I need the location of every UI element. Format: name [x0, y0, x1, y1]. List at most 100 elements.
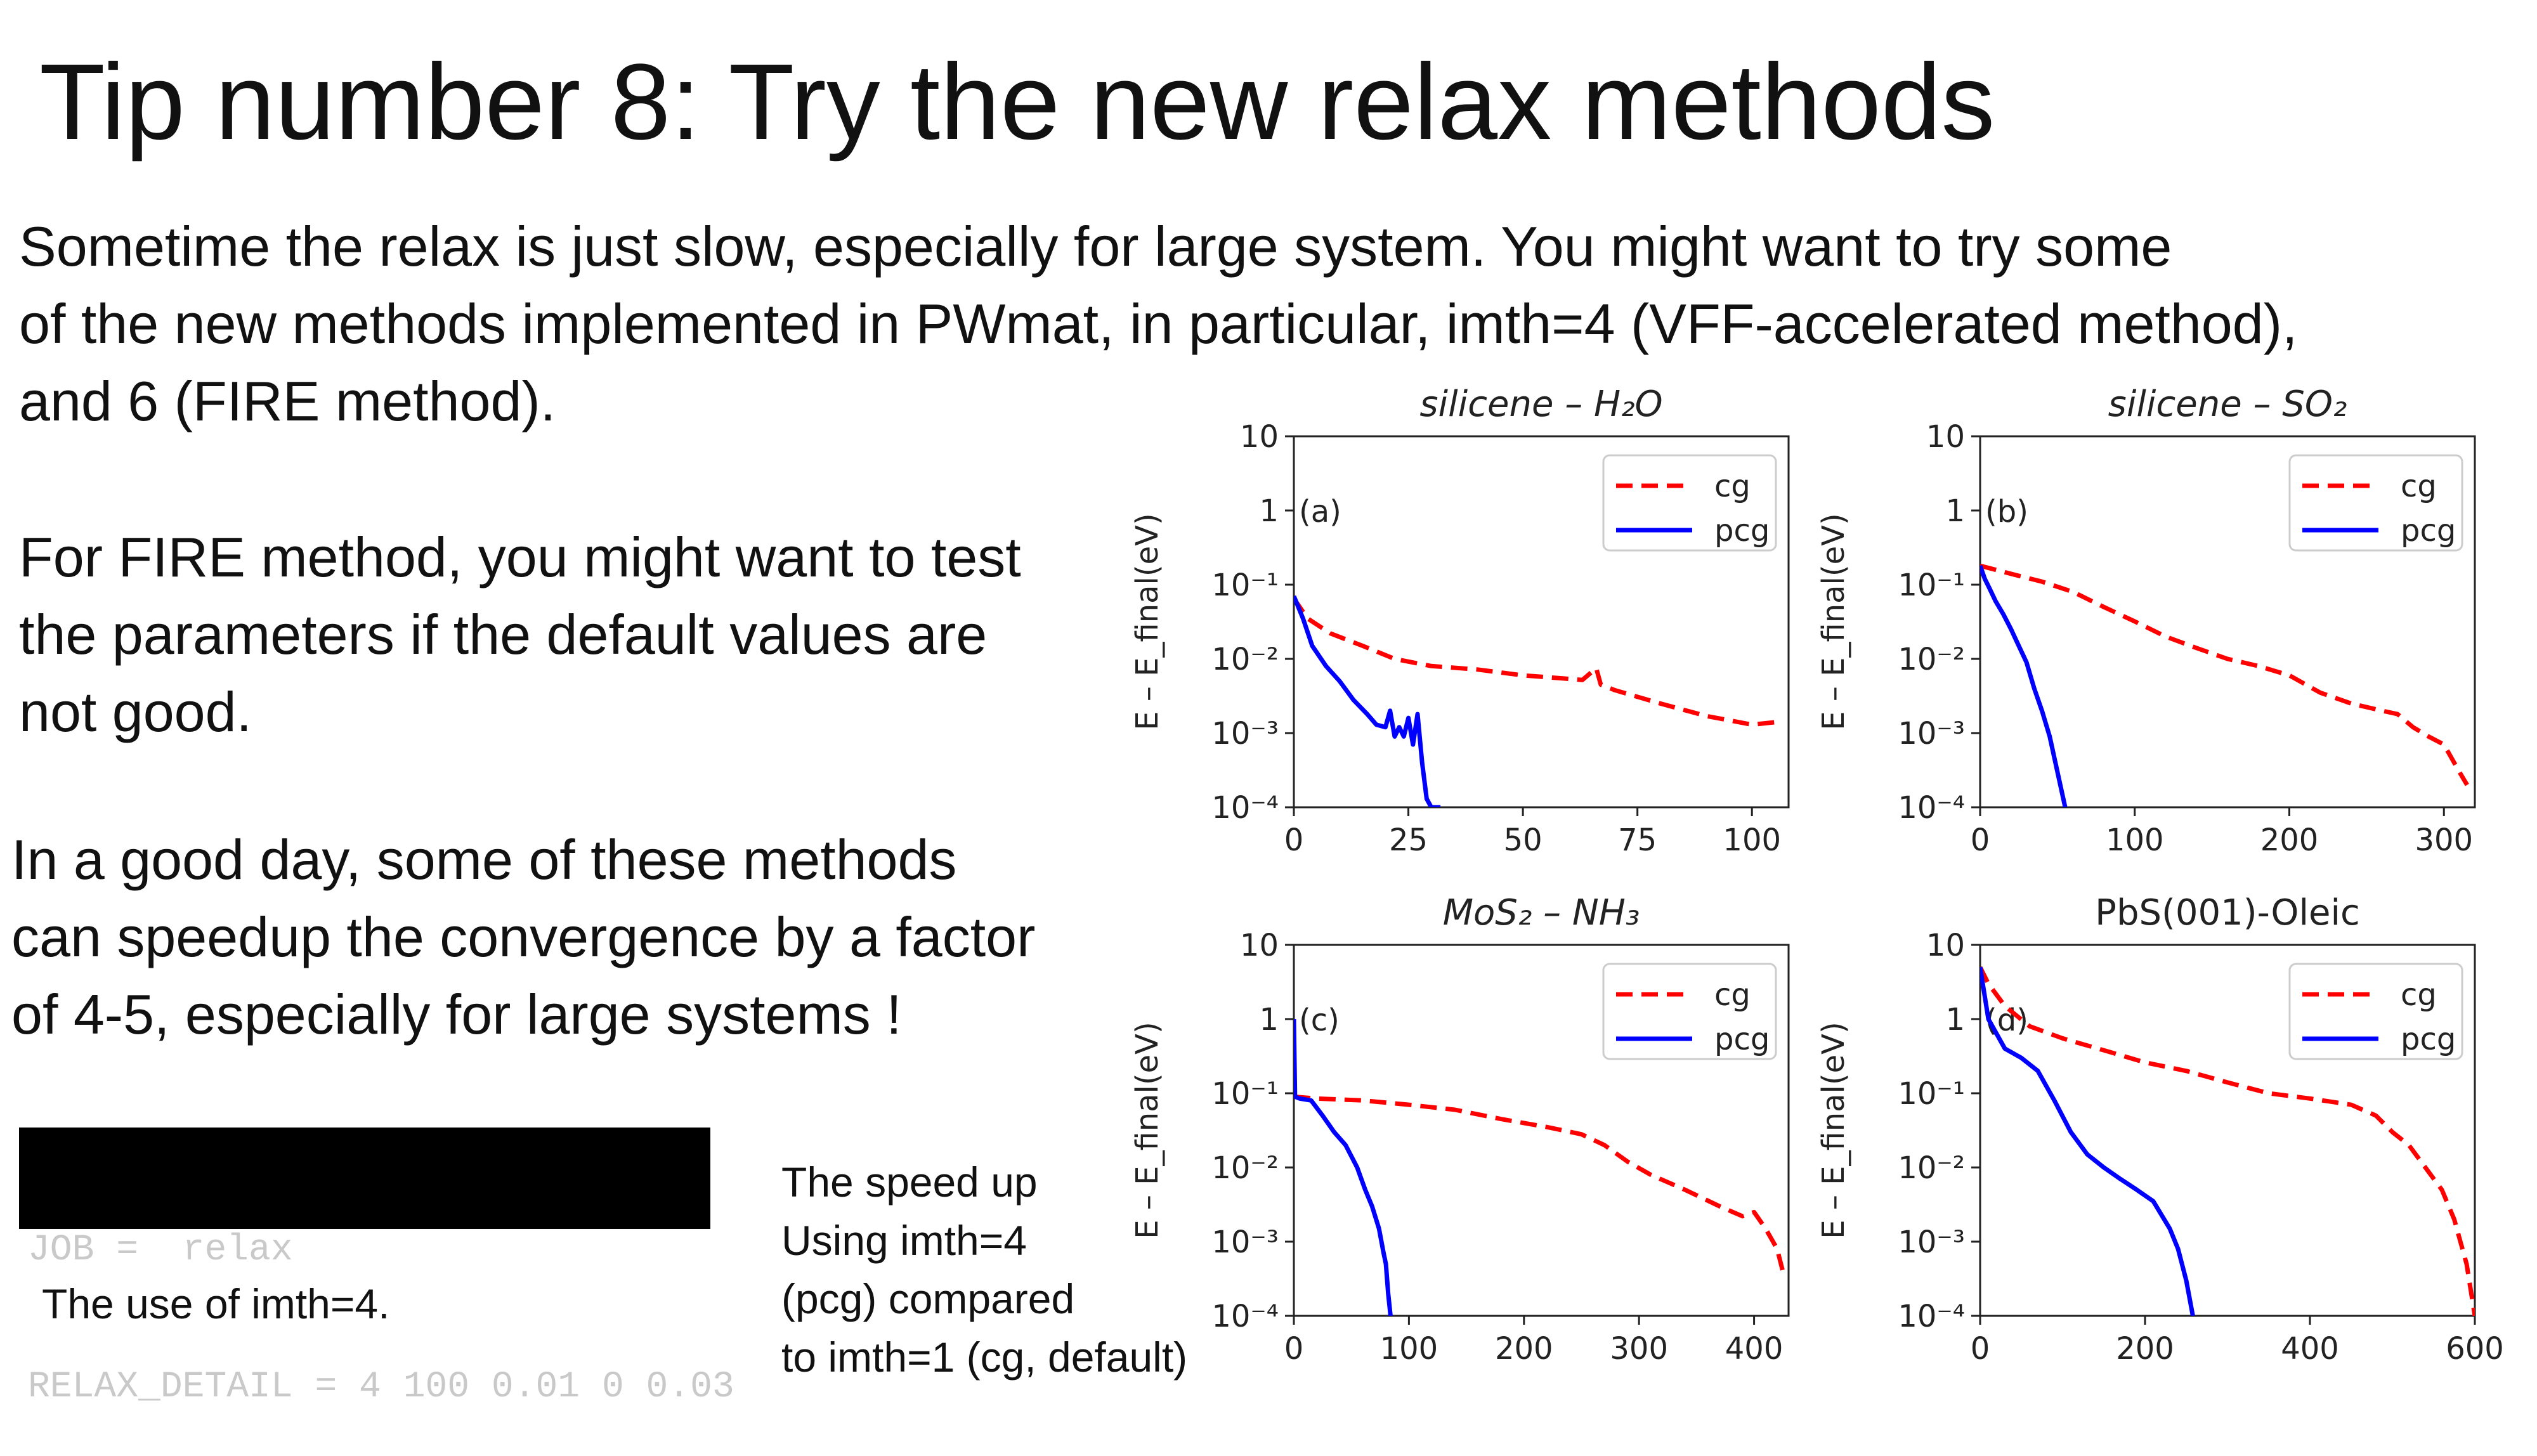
y-tick-label: 10⁻² [1211, 642, 1279, 677]
good-day-line: of 4-5, especially for large systems ! [11, 983, 902, 1046]
y-tick-label: 10⁻⁴ [1898, 790, 1965, 826]
series-line-cg [1980, 966, 2475, 1316]
legend-label: cg [1714, 469, 1751, 504]
fire-note-line: not good. [19, 680, 252, 743]
panel-label: (a) [1299, 494, 1341, 530]
legend-box [1602, 454, 1777, 552]
y-tick-label: 10⁻⁴ [1898, 1299, 1965, 1334]
x-tick-label: 100 [1380, 1331, 1438, 1367]
x-tick-label: 400 [2281, 1331, 2339, 1367]
series-line-cg [1294, 597, 1775, 727]
y-tick-label: 1 [1945, 493, 1965, 529]
x-tick-label: 25 [1389, 822, 1428, 858]
y-tick-label: 10⁻¹ [1898, 568, 1965, 603]
x-tick-label: 50 [1504, 822, 1542, 858]
intro-paragraph: Sometime the relax is just slow, especia… [19, 208, 2297, 440]
chart-title: silicene – SO₂ [2108, 384, 2347, 425]
y-tick-label: 10⁻⁴ [1211, 1299, 1279, 1334]
y-tick-label: 10⁻³ [1211, 716, 1279, 751]
chart-title: silicene – H₂O [1419, 384, 1662, 425]
legend-box [1602, 963, 1777, 1060]
y-tick-label: 10⁻¹ [1211, 568, 1279, 603]
series-line-pcg [1980, 966, 2195, 1316]
x-tick-label: 200 [2260, 822, 2319, 858]
series-line-pcg [1294, 595, 1441, 807]
y-tick-label: 10⁻³ [1898, 716, 1965, 751]
speedup-caption: The speed up Using imth=4 (pcg) compared… [781, 1153, 1187, 1386]
imth-caption: The use of imth=4. [42, 1280, 390, 1327]
y-tick-label: 10⁻² [1211, 1150, 1279, 1186]
x-tick-label: 100 [2106, 822, 2164, 858]
chart-panel: silicene – SO₂ 10 1 10⁻¹ 10⁻² 10⁻³ 10⁻⁴0 100 200… [1816, 384, 2476, 858]
plot-frame [1293, 435, 1790, 809]
y-tick-label: 10 [1240, 419, 1279, 455]
y-tick-label: 10⁻² [1898, 1150, 1965, 1186]
plot-frame [1979, 944, 2476, 1317]
panel-label: (c) [1299, 1003, 1340, 1038]
series-line-pcg [1980, 564, 2068, 807]
x-tick-label: 200 [2116, 1331, 2174, 1367]
chart-panel: PbS(001)-Oleic 10 1 10⁻¹ 10⁻² 10⁻³ 10⁻⁴0 200 400… [1816, 892, 2504, 1367]
x-tick-label: 300 [1610, 1331, 1668, 1367]
legend-label: cg [2401, 977, 2437, 1013]
legend-label: pcg [2401, 513, 2456, 549]
plot-frame [1293, 944, 1790, 1317]
chart-title: PbS(001)-Oleic [2095, 892, 2360, 933]
x-tick-label: 300 [2415, 822, 2473, 858]
x-tick-label: 0 [1971, 1331, 1990, 1367]
y-tick-label: 10⁻² [1898, 642, 1965, 677]
fire-note-paragraph: For FIRE method, you might want to test … [19, 519, 1021, 751]
plot-frame [1979, 435, 2476, 809]
y-tick-label: 10⁻¹ [1898, 1076, 1965, 1112]
y-axis-label: E – E_final(eV) [1816, 1022, 1851, 1238]
legend-label: pcg [2401, 1022, 2456, 1057]
y-tick-label: 1 [1259, 493, 1279, 529]
speedup-caption-line: Using imth=4 [781, 1217, 1027, 1264]
panel-label: (d) [1985, 1003, 2028, 1038]
terminal-snippet: JOB = relax RELAX_DETAIL = 4 100 0.01 0 … [19, 1128, 734, 1408]
x-tick-label: 0 [1284, 1331, 1304, 1367]
y-axis-label: E – E_final(eV) [1130, 513, 1165, 730]
legend-box [2288, 963, 2463, 1060]
intro-line: and 6 (FIRE method). [19, 370, 556, 432]
y-tick-label: 10⁻⁴ [1211, 790, 1279, 826]
y-tick-label: 1 [1945, 1002, 1965, 1037]
series-line-pcg [1294, 1018, 1393, 1316]
fire-note-line: For FIRE method, you might want to test [19, 526, 1021, 588]
terminal-line-relax-detail: RELAX_DETAIL = 4 100 0.01 0 0.03 [28, 1367, 734, 1408]
legend-label: cg [1714, 977, 1751, 1013]
y-tick-label: 10⁻³ [1211, 1225, 1279, 1260]
fire-note-line: the parameters if the default values are [19, 603, 988, 666]
speedup-caption-line: (pcg) compared [781, 1275, 1075, 1322]
y-tick-label: 10⁻³ [1898, 1225, 1965, 1260]
series-line-cg [1294, 1094, 1785, 1272]
speedup-caption-line: The speed up [781, 1159, 1038, 1206]
x-tick-label: 200 [1495, 1331, 1553, 1367]
y-tick-label: 1 [1259, 1002, 1279, 1037]
slide-title: Tip number 8: Try the new relax methods [39, 42, 1995, 162]
x-tick-label: 400 [1725, 1331, 1784, 1367]
x-tick-label: 600 [2446, 1331, 2504, 1367]
chart-panel: MoS₂ – NH₃ 10 1 10⁻¹ 10⁻² 10⁻³ 10⁻⁴0 100 200 300 4… [1130, 892, 1790, 1367]
good-day-line: In a good day, some of these methods [11, 828, 957, 891]
x-tick-label: 0 [1284, 822, 1304, 858]
y-tick-label: 10 [1926, 928, 1965, 963]
y-axis-label: E – E_final(eV) [1130, 1022, 1165, 1238]
speedup-caption-line: to imth=1 (cg, default) [781, 1334, 1188, 1381]
x-tick-label: 100 [1723, 822, 1781, 858]
good-day-paragraph: In a good day, some of these methods can… [11, 821, 1035, 1053]
intro-line: of the new methods implemented in PWmat,… [19, 292, 2298, 355]
y-tick-label: 10 [1240, 928, 1279, 963]
x-tick-label: 0 [1971, 822, 1990, 858]
panel-label: (b) [1985, 494, 2028, 530]
legend-label: pcg [1714, 513, 1770, 549]
legend-box [2288, 454, 2463, 552]
y-tick-label: 10 [1926, 419, 1965, 455]
chart-panel: silicene – H₂O 10 1 10⁻¹ 10⁻² 10⁻³ 10⁻⁴0 25 50 75… [1130, 384, 1790, 858]
y-axis-label: E – E_final(eV) [1816, 513, 1851, 730]
legend-label: pcg [1714, 1022, 1770, 1057]
y-tick-label: 10⁻¹ [1211, 1076, 1279, 1112]
chart-title: MoS₂ – NH₃ [1443, 892, 1640, 933]
